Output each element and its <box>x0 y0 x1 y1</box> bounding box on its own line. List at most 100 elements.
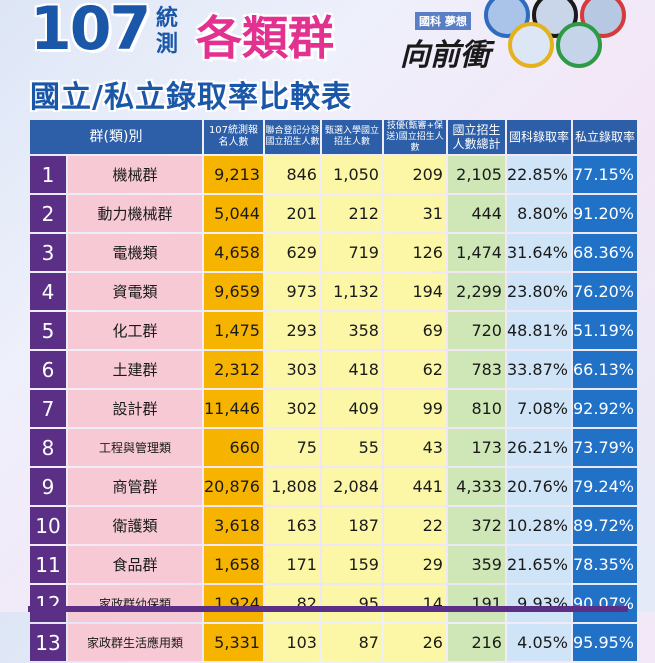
header-group: 群(類)別 <box>30 120 202 154</box>
page-title: 國立/私立錄取率比較表 <box>30 80 352 115</box>
cell-no: 12 <box>30 585 66 622</box>
cell-registrants: 660 <box>204 429 263 466</box>
cell-private-rate: 78.35% <box>573 546 638 583</box>
table-row: 4 資電類 9,659 973 1,132 194 2,299 23.80% 76.20% <box>30 273 638 310</box>
cell-public-rate: 22.85% <box>506 156 571 193</box>
table-row: 1 機械群 9,213 846 1,050 209 2,105 22.85% 77.15% <box>30 156 638 193</box>
table-row: 10 衛護類 3,618 163 187 22 372 10.28% 89.72% <box>30 507 638 544</box>
campus-photo-ring-green <box>556 22 602 68</box>
cell-no: 7 <box>30 390 66 427</box>
campus-photo-ring-blue <box>484 0 530 38</box>
cell-no: 13 <box>30 624 66 661</box>
cell-selection: 212 <box>321 195 382 232</box>
cell-selection: 95 <box>321 585 382 622</box>
cell-no: 3 <box>30 234 66 271</box>
cell-name: 化工群 <box>68 312 202 349</box>
cell-public-rate: 8.80% <box>506 195 571 232</box>
admission-rate-table: 群(類)別 107統測報名人數 聯合登記分發國立招生人數 甄選入學國立招生人數 … <box>28 118 639 663</box>
cell-total: 4,333 <box>447 468 505 505</box>
cell-registrants: 1,475 <box>204 312 263 349</box>
cell-registrants: 1,924 <box>204 585 263 622</box>
header-public-rate: 國科錄取率 <box>506 120 571 154</box>
cell-name: 動力機械群 <box>68 195 202 232</box>
cell-total: 216 <box>447 624 505 661</box>
cell-total: 2,299 <box>447 273 505 310</box>
table-row: 12 家政群幼保類 1,924 82 95 14 191 9.93% 90.07% <box>30 585 638 622</box>
cell-joint: 201 <box>264 195 320 232</box>
cell-total: 783 <box>447 351 505 388</box>
cell-skills: 14 <box>383 585 446 622</box>
brand-calligraphy: 向前衝 <box>400 38 490 73</box>
table-row: 9 商管群 20,876 1,808 2,084 441 4,333 20.76% 79.24% <box>30 468 638 505</box>
cell-public-rate: 23.80% <box>506 273 571 310</box>
cell-registrants: 9,659 <box>204 273 263 310</box>
cell-public-rate: 10.28% <box>506 507 571 544</box>
cell-public-rate: 20.76% <box>506 468 571 505</box>
cell-no: 9 <box>30 468 66 505</box>
cell-skills: 31 <box>383 195 446 232</box>
cell-joint: 973 <box>264 273 320 310</box>
cell-total: 1,474 <box>447 234 505 271</box>
header-selection: 甄選入學國立招生人數 <box>321 120 382 154</box>
cell-no: 2 <box>30 195 66 232</box>
header-skills: 技優(甄審+保送)國立招生人數 <box>383 120 446 154</box>
cell-private-rate: 73.79% <box>573 429 638 466</box>
table-row: 3 電機類 4,658 629 719 126 1,474 31.64% 68.36% <box>30 234 638 271</box>
cell-private-rate: 79.24% <box>573 468 638 505</box>
cell-no: 11 <box>30 546 66 583</box>
cell-private-rate: 89.72% <box>573 507 638 544</box>
cell-name: 家政群生活應用類 <box>68 624 202 661</box>
slogan-label: 國科 夢想 <box>415 12 471 30</box>
cell-public-rate: 21.65% <box>506 546 571 583</box>
table-row: 11 食品群 1,658 171 159 29 359 21.65% 78.35% <box>30 546 638 583</box>
exam-label: 統測 <box>156 6 179 57</box>
cell-selection: 719 <box>321 234 382 271</box>
cell-joint: 846 <box>264 156 320 193</box>
cell-joint: 302 <box>264 390 320 427</box>
cell-no: 1 <box>30 156 66 193</box>
cell-public-rate: 4.05% <box>506 624 571 661</box>
cell-public-rate: 7.08% <box>506 390 571 427</box>
cell-skills: 43 <box>383 429 446 466</box>
table-row: 6 土建群 2,312 303 418 62 783 33.87% 66.13% <box>30 351 638 388</box>
table-row: 13 家政群生活應用類 5,331 103 87 26 216 4.05% 95.95% <box>30 624 638 661</box>
cell-skills: 69 <box>383 312 446 349</box>
cell-no: 10 <box>30 507 66 544</box>
cell-private-rate: 77.15% <box>573 156 638 193</box>
cell-name: 土建群 <box>68 351 202 388</box>
cell-name: 工程與管理類 <box>68 429 202 466</box>
cell-joint: 293 <box>264 312 320 349</box>
cell-name: 家政群幼保類 <box>68 585 202 622</box>
cell-registrants: 5,044 <box>204 195 263 232</box>
cell-no: 5 <box>30 312 66 349</box>
cell-name: 食品群 <box>68 546 202 583</box>
cell-registrants: 3,618 <box>204 507 263 544</box>
cell-total: 173 <box>447 429 505 466</box>
cell-joint: 82 <box>264 585 320 622</box>
header-registrants: 107統測報名人數 <box>204 120 263 154</box>
cell-private-rate: 95.95% <box>573 624 638 661</box>
campus-photo-ring-yellow <box>508 22 554 68</box>
cell-joint: 75 <box>264 429 320 466</box>
cell-joint: 103 <box>264 624 320 661</box>
cell-registrants: 5,331 <box>204 624 263 661</box>
cell-joint: 163 <box>264 507 320 544</box>
table-bottom-edge <box>28 606 628 612</box>
cell-name: 電機類 <box>68 234 202 271</box>
cell-skills: 209 <box>383 156 446 193</box>
cell-skills: 99 <box>383 390 446 427</box>
cell-total: 720 <box>447 312 505 349</box>
cell-registrants: 2,312 <box>204 351 263 388</box>
cell-private-rate: 90.07% <box>573 585 638 622</box>
table-row: 5 化工群 1,475 293 358 69 720 48.81% 51.19% <box>30 312 638 349</box>
cell-total: 444 <box>447 195 505 232</box>
cell-name: 設計群 <box>68 390 202 427</box>
cell-total: 2,105 <box>447 156 505 193</box>
cell-private-rate: 68.36% <box>573 234 638 271</box>
cell-registrants: 4,658 <box>204 234 263 271</box>
cell-total: 359 <box>447 546 505 583</box>
cell-joint: 629 <box>264 234 320 271</box>
year-title: 107 <box>30 0 151 64</box>
cell-skills: 441 <box>383 468 446 505</box>
groups-title: 各類群 <box>196 11 334 65</box>
